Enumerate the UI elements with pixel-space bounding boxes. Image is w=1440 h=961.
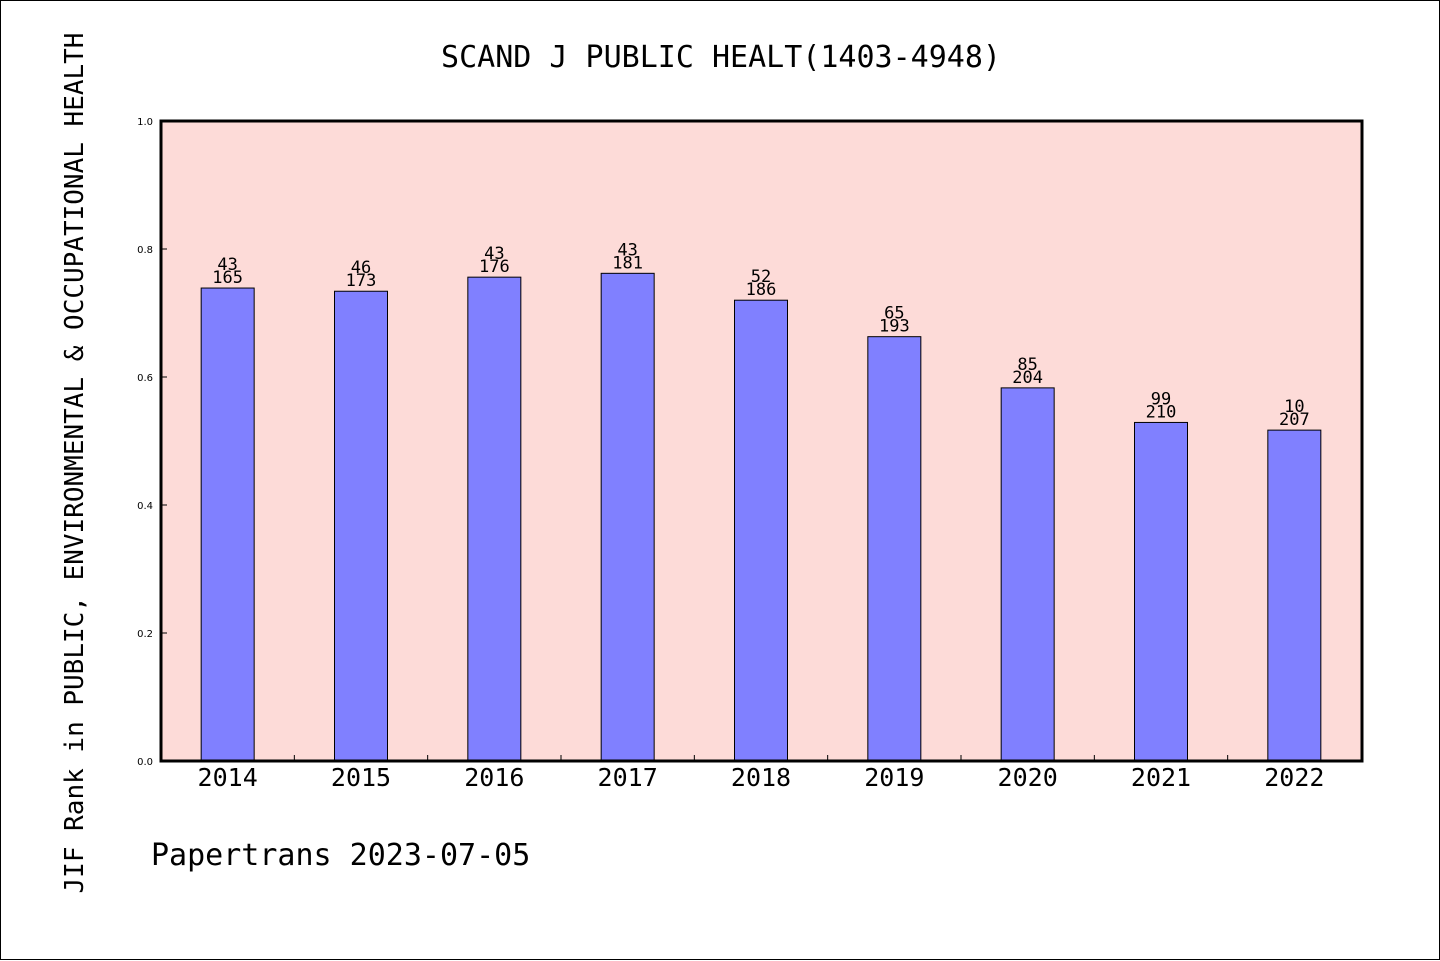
bar <box>200 287 255 762</box>
x-tick-label: 2017 <box>598 763 658 792</box>
x-tick-label: 2015 <box>331 763 391 792</box>
bar <box>734 299 788 762</box>
y-axis-label: JIF Rank in PUBLIC, ENVIRONMENTAL & OCCU… <box>60 33 90 894</box>
y-tick-label: 0.0 <box>137 757 153 768</box>
bar <box>467 276 522 762</box>
y-tick-label: 0.2 <box>137 629 153 640</box>
bar-total-label: 210 <box>1146 402 1177 422</box>
y-tick-label: 0.6 <box>137 373 153 384</box>
bar-total-label: 173 <box>346 271 377 291</box>
x-tick-label: 2021 <box>1131 763 1191 792</box>
bar-total-label: 204 <box>1012 368 1043 388</box>
x-tick-label: 2022 <box>1264 763 1324 792</box>
bar-rank-label: 46 <box>351 258 371 278</box>
x-tick-label: 2020 <box>998 763 1058 792</box>
bar-rank-label: 85 <box>1017 355 1037 375</box>
bar-rank-label: 99 <box>1151 389 1171 409</box>
bar-rank-label: 43 <box>484 244 504 264</box>
bar-rank-label: 10 <box>1284 397 1304 417</box>
bar-total-label: 193 <box>879 317 910 337</box>
x-tick-label: 2014 <box>198 763 258 792</box>
bar-total-label: 181 <box>612 253 643 273</box>
chart-title: SCAND J PUBLIC HEALT(1403-4948) <box>441 40 1001 75</box>
bar <box>867 336 922 762</box>
bar <box>1267 429 1322 762</box>
bar-rank-label: 52 <box>751 267 771 287</box>
footer-credit: Papertrans 2023-07-05 <box>151 838 530 873</box>
x-tick-label: 2016 <box>464 763 524 792</box>
y-tick-label: 0.4 <box>137 501 153 512</box>
bar <box>600 272 655 762</box>
bar-rank-label: 65 <box>884 304 904 324</box>
bar-total-label: 207 <box>1279 410 1310 430</box>
bar-rank-label: 43 <box>617 240 637 260</box>
y-tick-label: 0.8 <box>137 245 153 256</box>
bar-total-label: 176 <box>479 257 510 277</box>
plot-border <box>159 119 1364 763</box>
bar <box>1000 387 1055 762</box>
bar-rank-label: 43 <box>217 255 237 275</box>
x-tick-label: 2018 <box>731 763 791 792</box>
bar <box>1134 421 1188 762</box>
bar-total-label: 165 <box>212 268 243 288</box>
bar-total-label: 186 <box>746 280 777 300</box>
y-tick-label: 1.0 <box>137 117 153 128</box>
x-tick-label: 2019 <box>864 763 924 792</box>
bar <box>334 290 388 762</box>
